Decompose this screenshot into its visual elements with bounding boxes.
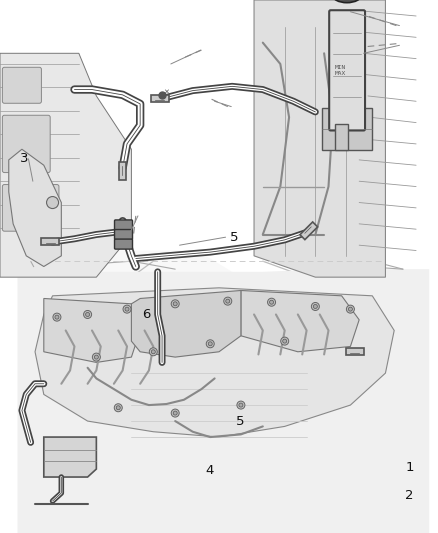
Ellipse shape bbox=[84, 310, 92, 319]
Polygon shape bbox=[18, 269, 429, 533]
Text: ✕: ✕ bbox=[163, 89, 170, 95]
Text: 5: 5 bbox=[236, 415, 244, 427]
Ellipse shape bbox=[114, 403, 122, 412]
Text: 4: 4 bbox=[205, 464, 214, 477]
Ellipse shape bbox=[239, 403, 243, 407]
Ellipse shape bbox=[92, 353, 100, 361]
FancyBboxPatch shape bbox=[2, 184, 59, 231]
Polygon shape bbox=[41, 238, 60, 246]
Polygon shape bbox=[300, 222, 318, 240]
Ellipse shape bbox=[313, 304, 318, 309]
Ellipse shape bbox=[123, 305, 131, 313]
FancyBboxPatch shape bbox=[2, 115, 50, 173]
Ellipse shape bbox=[85, 312, 90, 317]
Ellipse shape bbox=[346, 305, 354, 313]
Ellipse shape bbox=[269, 300, 274, 304]
Ellipse shape bbox=[311, 302, 319, 311]
Ellipse shape bbox=[116, 406, 120, 410]
Ellipse shape bbox=[206, 340, 214, 348]
Polygon shape bbox=[322, 108, 372, 150]
Polygon shape bbox=[346, 348, 364, 356]
Polygon shape bbox=[35, 288, 394, 437]
Ellipse shape bbox=[208, 342, 212, 346]
Ellipse shape bbox=[171, 300, 179, 308]
Ellipse shape bbox=[224, 297, 232, 305]
Ellipse shape bbox=[94, 355, 99, 359]
Ellipse shape bbox=[173, 302, 177, 306]
Polygon shape bbox=[241, 290, 359, 352]
Ellipse shape bbox=[173, 411, 177, 415]
Ellipse shape bbox=[151, 350, 155, 354]
Polygon shape bbox=[9, 149, 61, 266]
Polygon shape bbox=[35, 251, 372, 490]
Text: MIN
MAX: MIN MAX bbox=[335, 65, 346, 76]
Polygon shape bbox=[335, 124, 348, 150]
Text: 2: 2 bbox=[405, 489, 414, 502]
Polygon shape bbox=[44, 437, 96, 477]
Ellipse shape bbox=[237, 401, 245, 409]
FancyBboxPatch shape bbox=[114, 220, 133, 230]
FancyBboxPatch shape bbox=[114, 239, 133, 249]
Ellipse shape bbox=[149, 348, 157, 356]
Ellipse shape bbox=[171, 409, 179, 417]
Polygon shape bbox=[254, 0, 385, 277]
Polygon shape bbox=[151, 95, 169, 102]
Ellipse shape bbox=[348, 307, 353, 311]
Ellipse shape bbox=[283, 339, 287, 343]
Ellipse shape bbox=[125, 307, 129, 311]
Polygon shape bbox=[44, 298, 140, 362]
Polygon shape bbox=[0, 53, 131, 277]
Text: 3: 3 bbox=[20, 152, 28, 165]
Text: 1: 1 bbox=[405, 462, 414, 474]
Ellipse shape bbox=[46, 197, 59, 208]
Ellipse shape bbox=[332, 0, 362, 3]
Ellipse shape bbox=[55, 315, 59, 319]
Polygon shape bbox=[119, 161, 126, 180]
FancyBboxPatch shape bbox=[114, 230, 133, 239]
Text: 5: 5 bbox=[230, 231, 239, 244]
Text: 6: 6 bbox=[142, 308, 151, 321]
Ellipse shape bbox=[53, 313, 61, 321]
FancyBboxPatch shape bbox=[2, 67, 42, 103]
Ellipse shape bbox=[281, 337, 289, 345]
Polygon shape bbox=[131, 290, 241, 357]
Ellipse shape bbox=[268, 298, 276, 306]
FancyBboxPatch shape bbox=[329, 10, 365, 131]
Ellipse shape bbox=[226, 299, 230, 303]
